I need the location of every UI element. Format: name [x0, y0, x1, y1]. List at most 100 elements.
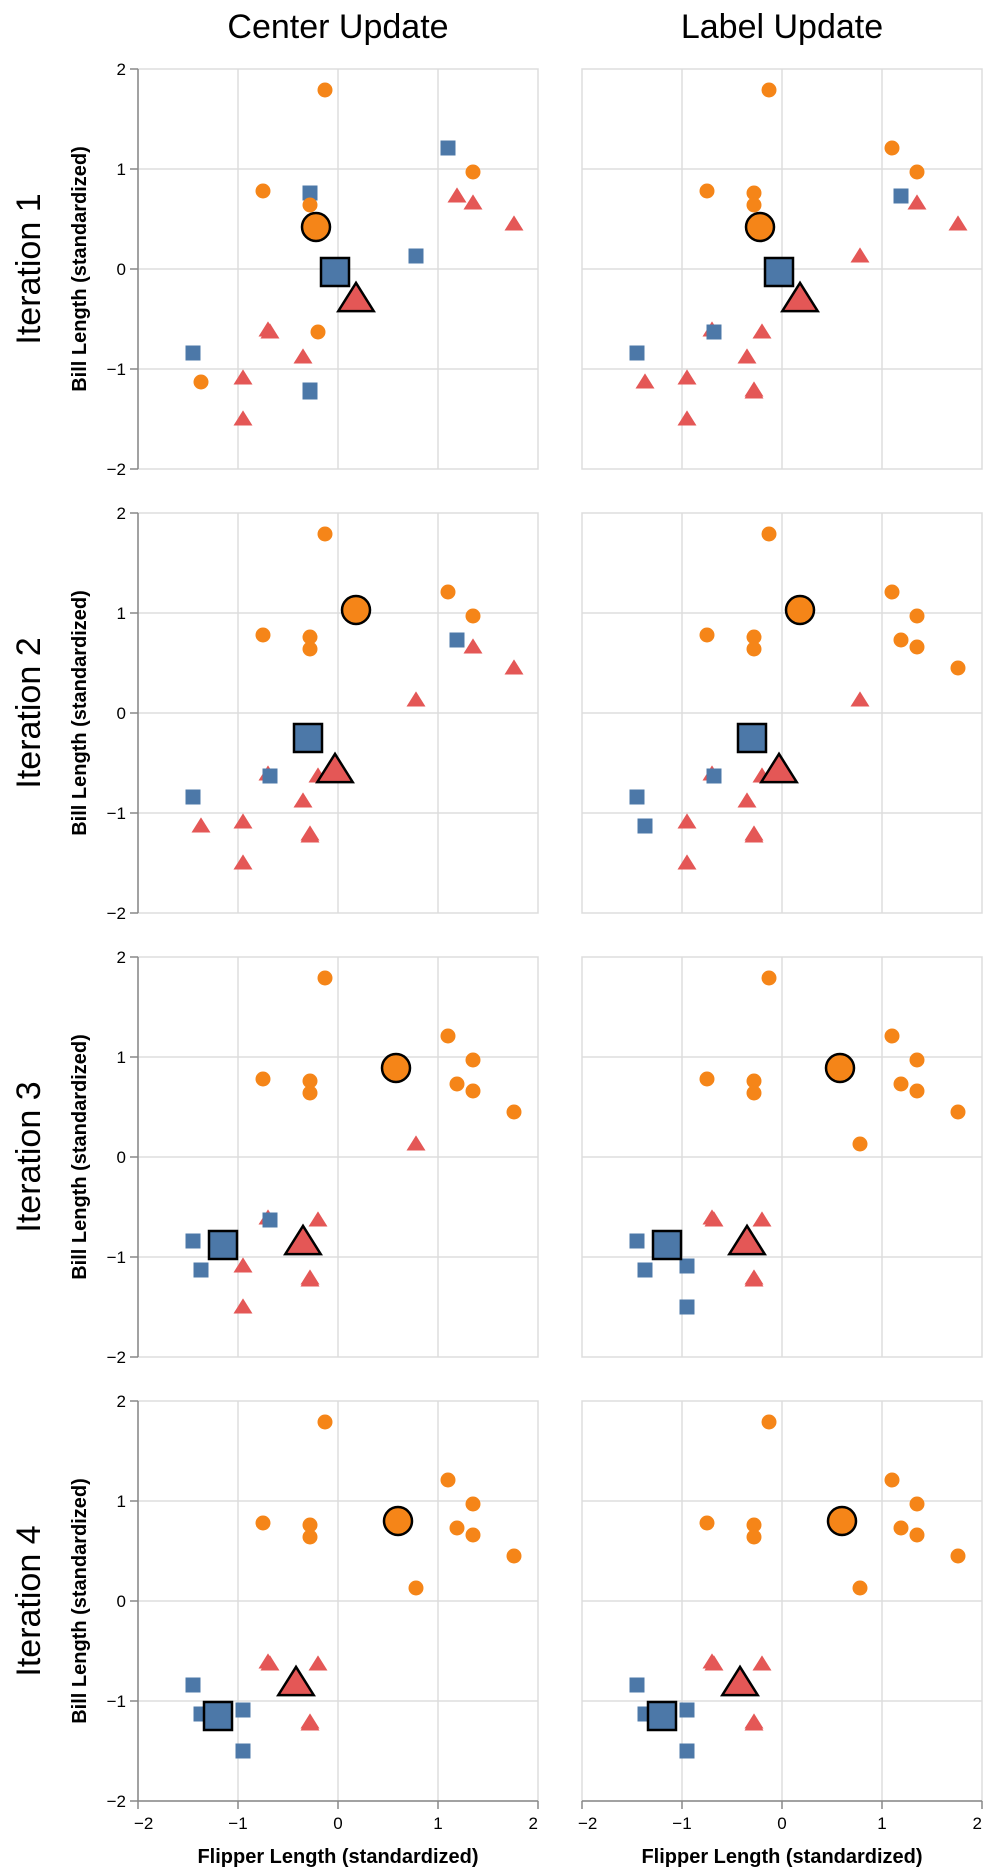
centroid-circle — [340, 594, 372, 626]
data-point-square — [893, 188, 909, 204]
data-point-circle — [302, 1517, 318, 1533]
data-point-triangle — [744, 383, 764, 399]
y-tick-label: −1 — [107, 1248, 126, 1267]
data-point-triangle — [260, 323, 280, 339]
data-point-circle — [909, 1496, 925, 1512]
data-point-triangle — [850, 247, 870, 263]
data-point-circle — [310, 324, 326, 340]
data-point-triangle — [752, 1211, 772, 1227]
y-tick-label: 2 — [117, 1392, 126, 1411]
y-tick-label: 0 — [117, 704, 126, 723]
data-point-square — [440, 140, 456, 156]
row-title: Iteration 4 — [10, 1525, 48, 1676]
data-point-circle — [699, 1515, 715, 1531]
x-tick-label: 0 — [333, 1814, 342, 1833]
data-point-circle — [884, 140, 900, 156]
panel-frame — [581, 68, 983, 470]
data-point-circle — [317, 970, 333, 986]
data-point-triangle — [850, 691, 870, 707]
data-point-circle — [746, 1529, 762, 1545]
row-title: Iteration 3 — [10, 1081, 48, 1232]
data-point-square — [262, 768, 278, 784]
y-tick-label: 1 — [117, 604, 126, 623]
data-point-square — [629, 1233, 645, 1249]
data-point-circle — [317, 526, 333, 542]
x-axis-label: Flipper Length (standardized) — [641, 1846, 922, 1868]
data-point-square — [629, 1677, 645, 1693]
data-point-triangle — [406, 691, 426, 707]
x-tick-label: 2 — [529, 1814, 538, 1833]
data-point-square — [185, 345, 201, 361]
y-tick-label: −2 — [107, 904, 126, 923]
data-point-square — [679, 1258, 695, 1274]
y-tick-label: 0 — [117, 1148, 126, 1167]
data-point-circle — [302, 1085, 318, 1101]
data-point-circle — [317, 82, 333, 98]
data-point-triangle — [233, 813, 253, 829]
data-point-circle — [884, 1028, 900, 1044]
data-point-triangle — [752, 323, 772, 339]
y-tick-label: 0 — [117, 1592, 126, 1611]
data-point-square — [235, 1743, 251, 1759]
data-point-circle — [699, 1071, 715, 1087]
data-point-circle — [302, 1529, 318, 1545]
x-tick-label: −1 — [672, 1814, 691, 1833]
data-point-circle — [302, 629, 318, 645]
data-point-circle — [449, 1520, 465, 1536]
panel-row2-col2 — [581, 512, 983, 914]
data-point-circle — [852, 1580, 868, 1596]
data-point-triangle — [677, 410, 697, 426]
y-tick-label: −2 — [107, 1792, 126, 1811]
data-point-circle — [506, 1548, 522, 1564]
data-point-square — [408, 248, 424, 264]
data-point-square — [185, 1677, 201, 1693]
y-tick-label: −1 — [107, 1692, 126, 1711]
x-tick-label: 2 — [973, 1814, 982, 1833]
data-point-circle — [761, 82, 777, 98]
data-point-circle — [761, 1414, 777, 1430]
data-point-circle — [852, 1136, 868, 1152]
data-point-triangle — [308, 1211, 328, 1227]
data-point-circle — [440, 1472, 456, 1488]
data-point-square — [185, 789, 201, 805]
data-point-circle — [950, 1548, 966, 1564]
panel-frame — [581, 512, 983, 914]
data-point-triangle — [463, 638, 483, 654]
data-point-square — [302, 384, 318, 400]
y-tick-label: −2 — [107, 1348, 126, 1367]
data-point-circle — [893, 1520, 909, 1536]
data-point-triangle — [463, 194, 483, 210]
data-point-triangle — [233, 369, 253, 385]
centroid-square — [202, 1700, 234, 1732]
y-tick-label: 2 — [117, 504, 126, 523]
data-point-triangle — [406, 1135, 426, 1151]
data-point-triangle — [191, 817, 211, 833]
data-point-triangle — [948, 215, 968, 231]
data-point-square — [185, 1233, 201, 1249]
data-point-circle — [440, 584, 456, 600]
data-point-triangle — [300, 1271, 320, 1287]
centroid-circle — [744, 211, 776, 243]
data-point-triangle — [504, 215, 524, 231]
y-axis-label: Bill Length (standardized) — [69, 146, 91, 392]
data-point-square — [679, 1743, 695, 1759]
data-point-circle — [909, 1083, 925, 1099]
centroid-circle — [826, 1505, 858, 1537]
centroid-square — [292, 722, 324, 754]
centroid-square — [207, 1229, 239, 1261]
data-point-triangle — [233, 854, 253, 870]
y-tick-label: −2 — [107, 460, 126, 479]
y-tick-label: −1 — [107, 804, 126, 823]
data-point-circle — [465, 1052, 481, 1068]
data-point-square — [679, 1299, 695, 1315]
centroid-square — [646, 1700, 678, 1732]
centroid-circle — [300, 211, 332, 243]
panel-row1-col1 — [130, 68, 539, 470]
data-point-square — [193, 1262, 209, 1278]
data-point-circle — [465, 1083, 481, 1099]
centroid-circle — [824, 1052, 856, 1084]
panel-row3-col2 — [581, 956, 983, 1358]
centroid-circle — [784, 594, 816, 626]
data-point-circle — [909, 1527, 925, 1543]
